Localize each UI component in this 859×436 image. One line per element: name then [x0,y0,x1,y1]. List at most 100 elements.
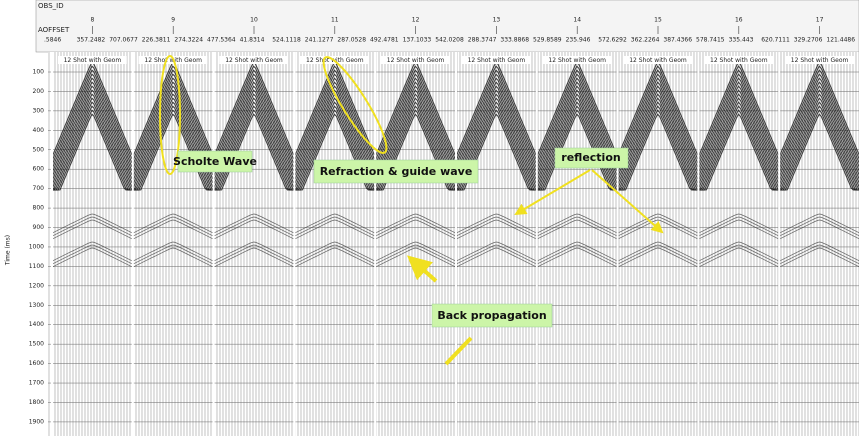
reflection-arch [132,244,213,265]
annotation: Scholte Wave [173,155,257,168]
reflection-arch [213,216,294,237]
panel-label-box [785,56,854,64]
panel-id: 14 [573,17,581,24]
panel-label: 12 Shot with Geom [387,57,445,64]
panel-label-box [58,56,127,64]
panel-label-box [219,56,289,64]
reflection-arch [375,219,456,240]
highlight-ellipse [322,56,388,154]
wave-arch [698,109,779,191]
time-tick-label: 1900 [29,418,44,425]
wave-arch [213,73,295,170]
wave-arch [374,93,456,190]
header-id-label: OBS_ID [38,2,64,10]
reflection-arch [455,219,537,240]
wave-arch [293,85,375,182]
offset-label: 41.8314 [240,37,265,44]
wave-arch [617,105,698,191]
annotation: Refraction & guide wave [320,165,473,178]
panel-label-box [462,56,531,64]
wave-arch [617,77,699,174]
header-area [35,0,859,53]
reflection-arch [375,216,456,237]
time-tick-label: 600 [33,166,45,173]
wave-arch [455,89,537,186]
panel-label: 12 Shot with Geom [548,57,606,64]
wave-arch [51,65,133,162]
reflection-arch [455,244,537,265]
offset-label: 288.3747 [468,37,497,44]
wave-arch [374,73,456,170]
wave-arch [374,85,456,182]
wave-arch [617,69,699,166]
reflection-arch [132,219,213,240]
wave-arch [293,89,375,186]
reflection-arch [455,241,537,262]
wave-arch [455,73,537,170]
wave-arch [51,77,133,174]
reflection-arch [698,244,779,265]
offset-label: 121.4486 [826,37,855,44]
reflection-arch [375,244,456,265]
wave-arch [293,77,375,174]
wave-arch [536,65,618,162]
wave-arch [779,109,859,191]
wave-arch [51,97,133,191]
wave-arch [213,113,294,191]
panel-label-box [542,56,612,64]
reflection-arch [51,241,133,262]
reflection-arch [294,244,375,265]
wave-arch [374,89,456,186]
wave-arch [52,105,132,191]
panel-id: 17 [816,17,824,24]
wave-arch [536,113,617,191]
wave-arch [52,109,132,191]
wave-arch [778,81,859,178]
wave-arch [374,77,456,174]
reflection-arch [617,219,698,240]
reflection-arch [779,241,859,262]
panel-label-box [623,56,693,64]
wave-arch [698,97,779,191]
offset-label: 241.1277 [305,37,334,44]
offset-label: 287.0528 [337,37,366,44]
wave-arch [617,113,698,191]
wave-arch [617,89,699,186]
reflection-arch [294,216,375,237]
reflection-arch [375,213,456,234]
panel-id: 12 [412,17,420,24]
wave-arch [51,85,133,182]
wave-arch [52,113,132,191]
time-tick-label: 700 [33,185,45,192]
wave-arch [617,93,699,190]
offset-label: 477.5364 [207,37,236,44]
offset-label: 137.1033 [403,37,432,44]
offset-label: 578.7415 [696,37,725,44]
reflection-arch [294,213,375,234]
wave-arch [132,69,214,166]
reflection-arch [536,213,617,234]
wave-arch [536,69,618,166]
wave-arch [455,81,537,178]
time-tick-label: 1700 [29,380,44,387]
wave-arch [778,65,859,162]
annotation: Back propagation [437,309,546,322]
reflection-arch [213,219,294,240]
reflection-arch [51,244,133,265]
wave-arch [374,81,456,178]
offset-label: 362.2264 [631,37,660,44]
reflection-arch [698,219,779,240]
time-tick-label: 1200 [29,282,44,289]
reflection-arch [698,247,779,268]
reflection-arch [455,213,537,234]
wave-arch [617,65,699,162]
reflection-arch [617,216,698,237]
time-tick-label: 900 [33,224,45,231]
offset-label: 529.8589 [533,37,562,44]
reflection-arch [51,213,133,234]
grid: 100 200 300 400 500 600 700 800 900 1000 1100 1200 1… [29,69,859,425]
wave-arch [617,109,698,191]
wave-arch [213,85,295,182]
reflection-arch [617,244,698,265]
